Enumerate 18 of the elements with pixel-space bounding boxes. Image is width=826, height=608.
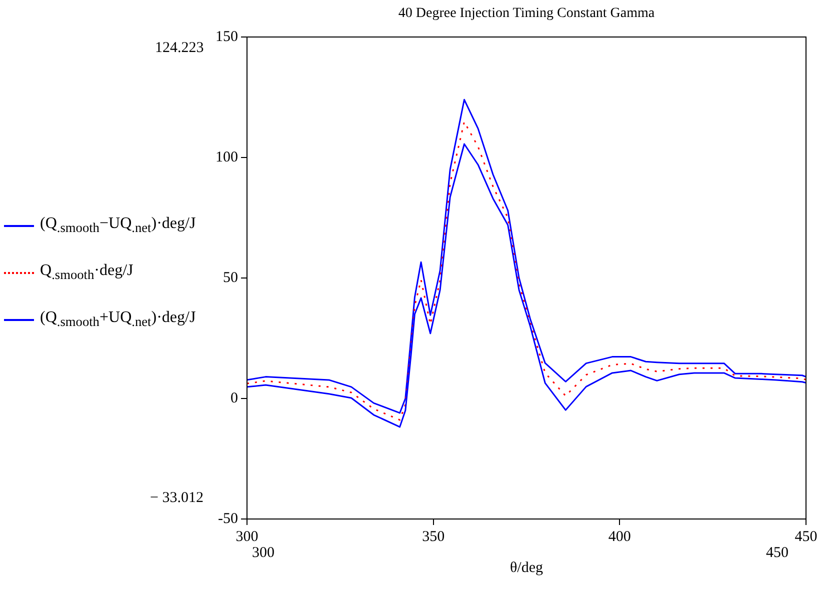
y-tick-label: 0 (230, 390, 238, 406)
text: − 33.012 (150, 490, 204, 507)
x-axis-title: θ/deg (508, 560, 544, 577)
text: 450 (766, 545, 788, 562)
y-tick-label: 100 (216, 149, 238, 166)
text: 124.223 (155, 40, 204, 57)
legend-label: Q$_{.smooth}$·deg/J (40, 262, 134, 284)
y-tick-label: -50 (218, 510, 238, 527)
legend-label: (Q$_{.smooth}$−UQ$_{.net}$)·deg/J (40, 215, 196, 236)
y-tick-label: 50 (223, 270, 238, 286)
x-tick-label: 400 (608, 528, 631, 545)
x-tick-label: 350 (422, 528, 445, 545)
chart-title: 40 Degree Injection Timing Constant Gamma (397, 6, 656, 22)
legend-label: (Q$_{.smooth}$+UQ$_{.net}$)·deg/J (40, 309, 196, 331)
x-tick-label: 300 (236, 528, 258, 545)
y-tick-label: 150 (216, 28, 238, 45)
x-tick-label: 450 (794, 528, 818, 545)
text: 300 (252, 545, 274, 562)
